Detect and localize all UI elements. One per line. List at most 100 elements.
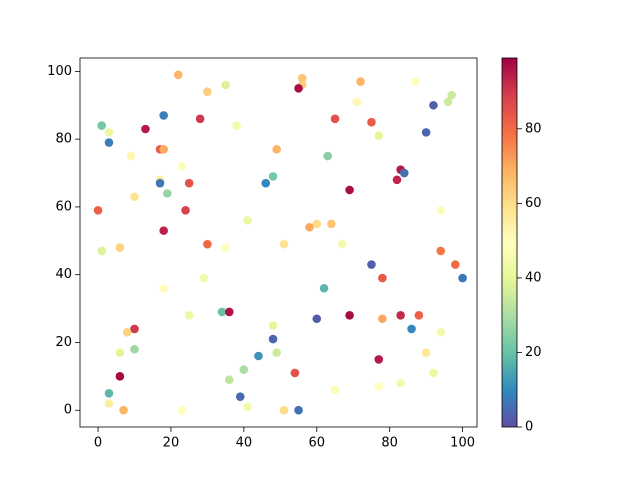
scatter-point: [374, 131, 384, 141]
y-tick-label: 20: [55, 335, 72, 350]
scatter-point: [104, 138, 114, 147]
colorbar-tick-label: 20: [525, 345, 542, 360]
scatter-point: [159, 283, 168, 293]
scatter-point: [184, 311, 194, 320]
scatter-point: [181, 206, 190, 215]
scatter-point: [239, 365, 249, 374]
scatter-point: [268, 172, 278, 181]
scatter-point: [294, 84, 303, 93]
scatter-point: [305, 222, 314, 232]
scatter-point: [159, 111, 168, 120]
scatter-point: [367, 260, 376, 269]
scatter-point: [261, 178, 271, 188]
scatter-point: [323, 151, 333, 161]
scatter-point: [327, 219, 336, 229]
colorbar-tick-label: 80: [525, 121, 542, 136]
plot-frame: [79, 57, 478, 428]
x-tick-label: 20: [163, 436, 180, 451]
x-tick-label: 40: [236, 436, 253, 451]
scatter-point: [414, 311, 424, 320]
scatter-point: [272, 348, 281, 357]
y-tick-label: 100: [47, 64, 72, 79]
scatter-point: [268, 334, 278, 344]
scatter-point: [130, 344, 139, 354]
scatter-point: [345, 185, 354, 195]
scatter-point: [97, 121, 106, 130]
scatter-point: [443, 97, 453, 107]
scatter-point: [115, 348, 125, 357]
scatter-point: [378, 273, 387, 283]
scatter-point: [199, 273, 209, 283]
x-tick-label: 100: [450, 436, 475, 451]
scatter-point: [224, 307, 234, 317]
scatter-point: [122, 327, 132, 337]
colorbar-tick-label: 60: [525, 196, 542, 211]
scatter-point: [410, 77, 420, 86]
scatter-point: [345, 311, 354, 320]
scatter-point: [163, 189, 172, 198]
scatter-point: [243, 216, 252, 225]
scatter-point: [396, 378, 405, 388]
scatter-point: [159, 145, 168, 154]
scatter-point: [115, 372, 125, 381]
scatter-point: [279, 405, 289, 415]
scatter-point: [97, 246, 106, 256]
scatter-point: [115, 243, 125, 252]
scatter-point: [130, 324, 139, 334]
scatter-point: [399, 168, 409, 178]
scatter-point: [312, 314, 322, 324]
scatter-point: [396, 311, 405, 320]
scatter-point: [243, 402, 252, 412]
scatter-point: [104, 128, 114, 137]
colorbar-tick-label: 40: [525, 270, 542, 285]
scatter-point: [130, 192, 139, 202]
scatter-point: [217, 307, 227, 317]
scatter-point: [356, 77, 365, 86]
scatter-point: [374, 382, 384, 391]
scatter-point: [458, 273, 467, 283]
scatter-point: [436, 206, 446, 215]
y-tick-label: 80: [55, 132, 72, 147]
colorbar: [501, 57, 518, 428]
scatter-point: [272, 145, 281, 154]
scatter-point: [294, 405, 303, 415]
scatter-point: [378, 314, 387, 324]
scatter-point: [173, 70, 183, 80]
scatter-point: [374, 355, 384, 364]
scatter-point: [177, 405, 187, 415]
scatter-point: [221, 80, 230, 90]
scatter-point: [421, 348, 431, 357]
scatter-point: [290, 368, 300, 378]
scatter-point: [141, 124, 150, 134]
scatter-point: [268, 321, 278, 330]
scatter-point: [203, 239, 212, 249]
scatter-point: [254, 351, 263, 361]
scatter-point: [232, 121, 241, 130]
colorbar-tick-label: 0: [525, 420, 533, 435]
scatter-point: [447, 90, 456, 100]
scatter-point: [119, 405, 128, 415]
x-tick-label: 80: [381, 436, 398, 451]
scatter-point: [330, 114, 340, 124]
x-tick-label: 0: [94, 436, 102, 451]
scatter-point: [297, 73, 307, 83]
scatter-point: [203, 87, 212, 97]
scatter-point: [436, 246, 446, 256]
scatter-point: [279, 239, 289, 249]
y-tick-label: 60: [55, 199, 72, 214]
scatter-point: [429, 368, 438, 378]
scatter-point: [104, 388, 114, 398]
scatter-point: [319, 283, 329, 293]
y-tick-label: 0: [64, 403, 72, 418]
scatter-point: [421, 128, 431, 137]
scatter-point: [177, 161, 187, 171]
scatter-point: [436, 327, 446, 337]
scatter-point: [159, 226, 168, 235]
scatter-point: [337, 239, 347, 249]
scatter-point: [429, 100, 438, 110]
scatter-point: [155, 178, 165, 188]
x-tick-label: 60: [309, 436, 326, 451]
scatter-point: [224, 375, 234, 385]
scatter-point: [184, 178, 194, 188]
